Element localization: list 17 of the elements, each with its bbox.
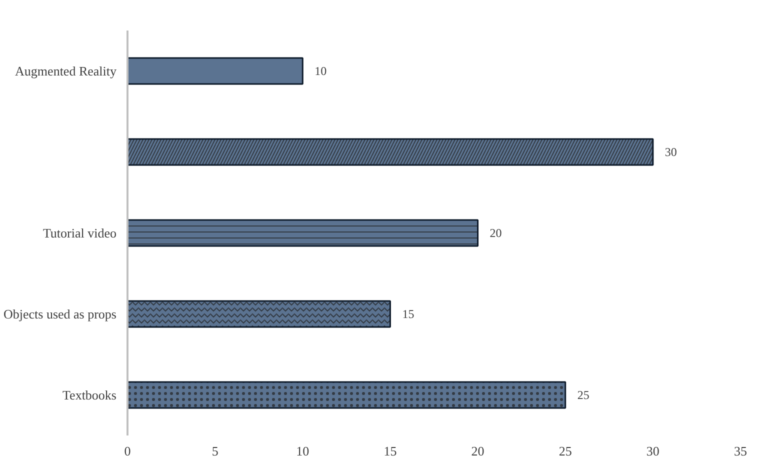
y-tick-label: Objects used as props [3,306,117,322]
y-tick-label: Augmented Reality [15,64,117,78]
x-tick-label: 30 [646,444,660,458]
x-tick-label: 5 [212,444,218,458]
data-label: 30 [664,145,677,159]
x-tick-label: 0 [124,444,131,458]
y-tick-label: Textbooks [62,388,117,402]
data-label: 20 [490,226,502,240]
x-tick-label: 35 [734,444,747,458]
data-label: 25 [577,388,590,402]
y-tick-label: Tutorial video [42,226,117,240]
x-tick-label: 15 [384,444,397,458]
data-label: 15 [402,307,414,321]
x-tick-label: 20 [471,444,484,458]
data-label: 10 [314,64,327,78]
x-tick-label: 25 [558,444,572,458]
x-tick-label: 10 [296,444,310,458]
